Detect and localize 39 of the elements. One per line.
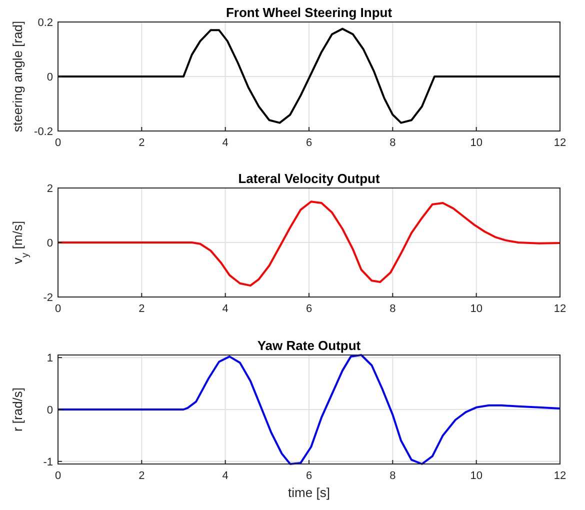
- y-axis-title: r [rad/s]: [10, 387, 25, 432]
- line-series: [58, 354, 560, 465]
- y-axis-title: steering angle [rad]: [10, 20, 25, 132]
- y-tick-label: 0: [46, 72, 53, 84]
- x-tick-label: 2: [138, 137, 145, 149]
- line-series: [58, 28, 560, 124]
- x-tick-label: 4: [222, 470, 228, 482]
- y-tick-label: 2: [46, 183, 53, 195]
- x-tick-label: 6: [306, 303, 312, 315]
- x-tick-label: 10: [470, 470, 482, 482]
- chart-title: Lateral Velocity Output: [238, 171, 380, 186]
- y-tick-label: 0.2: [38, 17, 53, 29]
- y-tick-label: -0.2: [34, 126, 53, 138]
- x-tick-label: 12: [554, 470, 566, 482]
- x-tick-label: 4: [222, 303, 228, 315]
- x-tick-label: 8: [390, 303, 396, 315]
- x-tick-label: 6: [306, 470, 312, 482]
- y-tick-label: 0: [46, 404, 53, 416]
- x-tick-label: 0: [54, 137, 62, 149]
- x-tick-label: 0: [54, 470, 62, 482]
- x-tick-label: 6: [306, 137, 312, 149]
- chart-title: Front Wheel Steering Input: [226, 5, 393, 20]
- y-tick-label: 1: [46, 352, 53, 365]
- chart-title: Yaw Rate Output: [257, 338, 362, 353]
- x-tick-label: 8: [390, 137, 396, 149]
- x-tick-label: 2: [138, 303, 145, 315]
- y-tick-label: -2: [43, 292, 53, 304]
- y-tick-label: 0: [46, 238, 53, 250]
- x-tick-label: 12: [554, 137, 566, 149]
- x-tick-label: 8: [390, 470, 396, 482]
- x-tick-label: 10: [470, 303, 482, 315]
- x-tick-label: 2: [138, 470, 145, 482]
- x-tick-label: 10: [470, 137, 482, 149]
- line-series: [58, 200, 560, 287]
- x-tick-label: 0: [54, 303, 62, 315]
- x-tick-label: 12: [554, 303, 566, 315]
- x-tick-label: 4: [222, 137, 228, 149]
- y-tick-label: -1: [43, 456, 53, 468]
- x-axis-title: time [s]: [288, 485, 330, 500]
